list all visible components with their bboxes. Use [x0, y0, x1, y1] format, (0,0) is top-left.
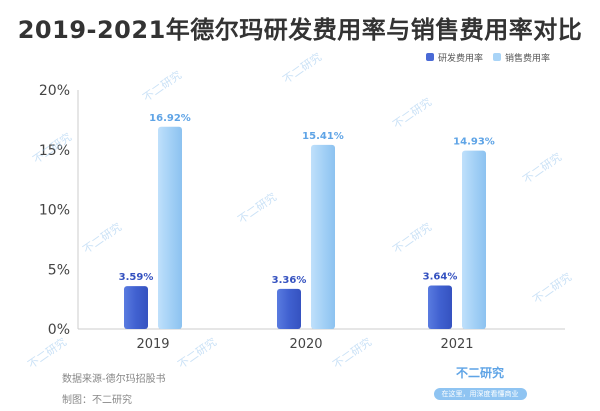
chart-title: 2019-2021年德尔玛研发费用率与销售费用率对比 [17, 16, 583, 44]
data-source-note: 数据来源-德尔玛招股书 [62, 374, 166, 385]
brand-slogan: 在这里，用深度看懂商业 [433, 388, 527, 400]
bar-rd-rate-2021 [428, 285, 452, 329]
y-tick-label: 20% [39, 83, 70, 99]
legend-swatch-sales [492, 53, 501, 61]
chart-legend: 研发费用率 销售费用率 [425, 51, 550, 64]
y-tick-label: 10% [39, 203, 70, 219]
data-label-sales-rate-2021: 14.93% [453, 137, 495, 148]
y-tick-label: 0% [48, 322, 70, 338]
legend-item-sales: 销售费用率 [492, 51, 550, 64]
data-label-rd-rate-2020: 3.36% [272, 275, 307, 286]
brand-logo: 不二研究 在这里，用深度看懂商业 [420, 364, 540, 400]
legend-item-rd: 研发费用率 [425, 51, 483, 64]
bar-rd-rate-2020 [277, 288, 301, 329]
data-label-rd-rate-2019: 3.59% [119, 272, 154, 283]
x-tick-label: 2020 [289, 337, 322, 352]
bar-rd-rate-2019 [124, 286, 148, 329]
x-tick-label: 2021 [440, 337, 473, 352]
bar-sales-rate-2019 [158, 126, 182, 329]
y-tick-label: 15% [39, 143, 70, 159]
data-label-sales-rate-2020: 15.41% [302, 131, 344, 142]
x-tick-label: 2019 [136, 337, 169, 352]
legend-label-rd: 研发费用率 [437, 53, 483, 64]
brand-name: 不二研究 [455, 366, 504, 380]
legend-label-sales: 销售费用率 [504, 53, 550, 64]
bar-sales-rate-2021 [462, 150, 486, 329]
data-label-sales-rate-2019: 16.92% [149, 113, 191, 124]
bar-sales-rate-2020 [311, 144, 335, 329]
y-tick-label: 5% [48, 262, 70, 278]
legend-swatch-rd [425, 53, 434, 61]
data-label-rd-rate-2021: 3.64% [423, 272, 458, 283]
chart-maker-note: 制图：不二研究 [62, 395, 132, 406]
